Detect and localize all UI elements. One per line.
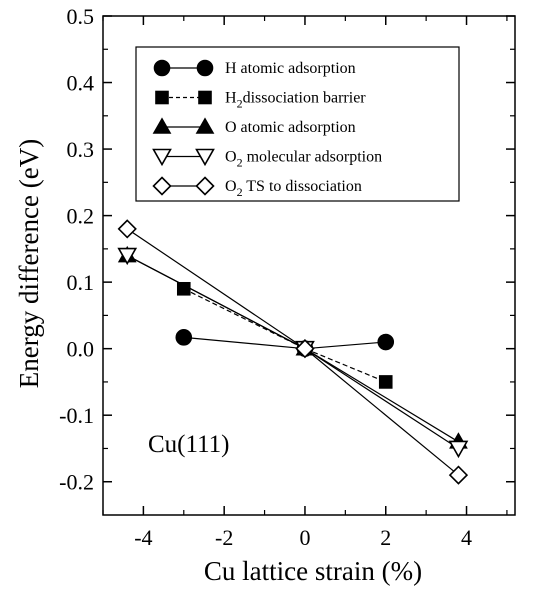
- legend-marker: [155, 90, 169, 105]
- legend-marker: [195, 117, 215, 134]
- y-tick-label: 0.0: [67, 337, 95, 362]
- series-line-o2-molecular-adsorption: [126, 254, 459, 449]
- axis-ticks: -0.2 -0.1 0.0 0.1 0.2 0.3 0.4 0.5 -4 -2 0 2 4: [59, 4, 515, 550]
- y-tick-label: -0.1: [59, 403, 94, 428]
- legend-label-h-atomic-adsorption: H atomic adsorption: [225, 60, 356, 77]
- legend-label-h2-dissociation-barrier: H2dissociation barrier: [225, 90, 366, 111]
- series-line-o-atomic-adsorption: [126, 254, 459, 443]
- y-axis-title: Energy difference (eV): [14, 139, 44, 388]
- x-tick-label: -4: [134, 525, 152, 550]
- legend-marker: [196, 59, 214, 77]
- y-tick-label: 0.4: [67, 71, 95, 96]
- data-point-o2-molecular-adsorption: [117, 247, 138, 266]
- x-tick-label: -2: [215, 525, 233, 550]
- legend-marker: [152, 148, 172, 167]
- annotation-cu111: Cu(111): [148, 431, 229, 458]
- y-tick-label: 0.3: [67, 137, 95, 162]
- x-tick-label: 0: [299, 525, 310, 550]
- legend-marker: [152, 176, 172, 196]
- legend-label-o2-ts-to-dissociation: O2 TS to dissociation: [225, 178, 362, 199]
- legend-marker: [152, 117, 172, 134]
- data-point-h2-dissociation-barrier: [378, 375, 393, 389]
- data-point-o2-ts-to-dissociation: [117, 219, 137, 239]
- legend-marker: [198, 90, 212, 105]
- data-point-h2-dissociation-barrier: [176, 281, 191, 296]
- data-point-o2-ts-to-dissociation: [448, 465, 469, 485]
- data-point-o2-molecular-adsorption: [448, 440, 469, 459]
- legend-marker: [195, 148, 215, 167]
- y-tick-label: 0.2: [67, 204, 95, 229]
- data-point-h-atomic-adsorption: [175, 329, 193, 346]
- legend-marker: [153, 59, 171, 77]
- y-tick-label: -0.2: [59, 470, 94, 495]
- x-tick-label: 2: [380, 525, 391, 550]
- plot-frame: [102, 15, 516, 516]
- legend: H atomic adsorption H2dissociation barrie…: [135, 46, 460, 202]
- legend-marker: [195, 176, 215, 196]
- y-tick-label: 0.1: [67, 270, 95, 295]
- legend-label-o2-molecular-adsorption: O2 molecular adsorption: [225, 149, 382, 170]
- x-axis-title: Cu lattice strain (%): [204, 556, 422, 586]
- legend-box: [135, 46, 460, 202]
- x-tick-label: 4: [461, 525, 472, 550]
- data-point-h-atomic-adsorption: [377, 333, 395, 351]
- legend-label-o-atomic-adsorption: O atomic adsorption: [225, 119, 356, 136]
- series-line-h2-dissociation-barrier: [183, 288, 386, 383]
- plot-area-border: [102, 15, 516, 516]
- series-markers: [117, 219, 469, 485]
- y-tick-label: 0.5: [67, 4, 95, 29]
- data-point-o2-ts-to-dissociation: [295, 339, 315, 359]
